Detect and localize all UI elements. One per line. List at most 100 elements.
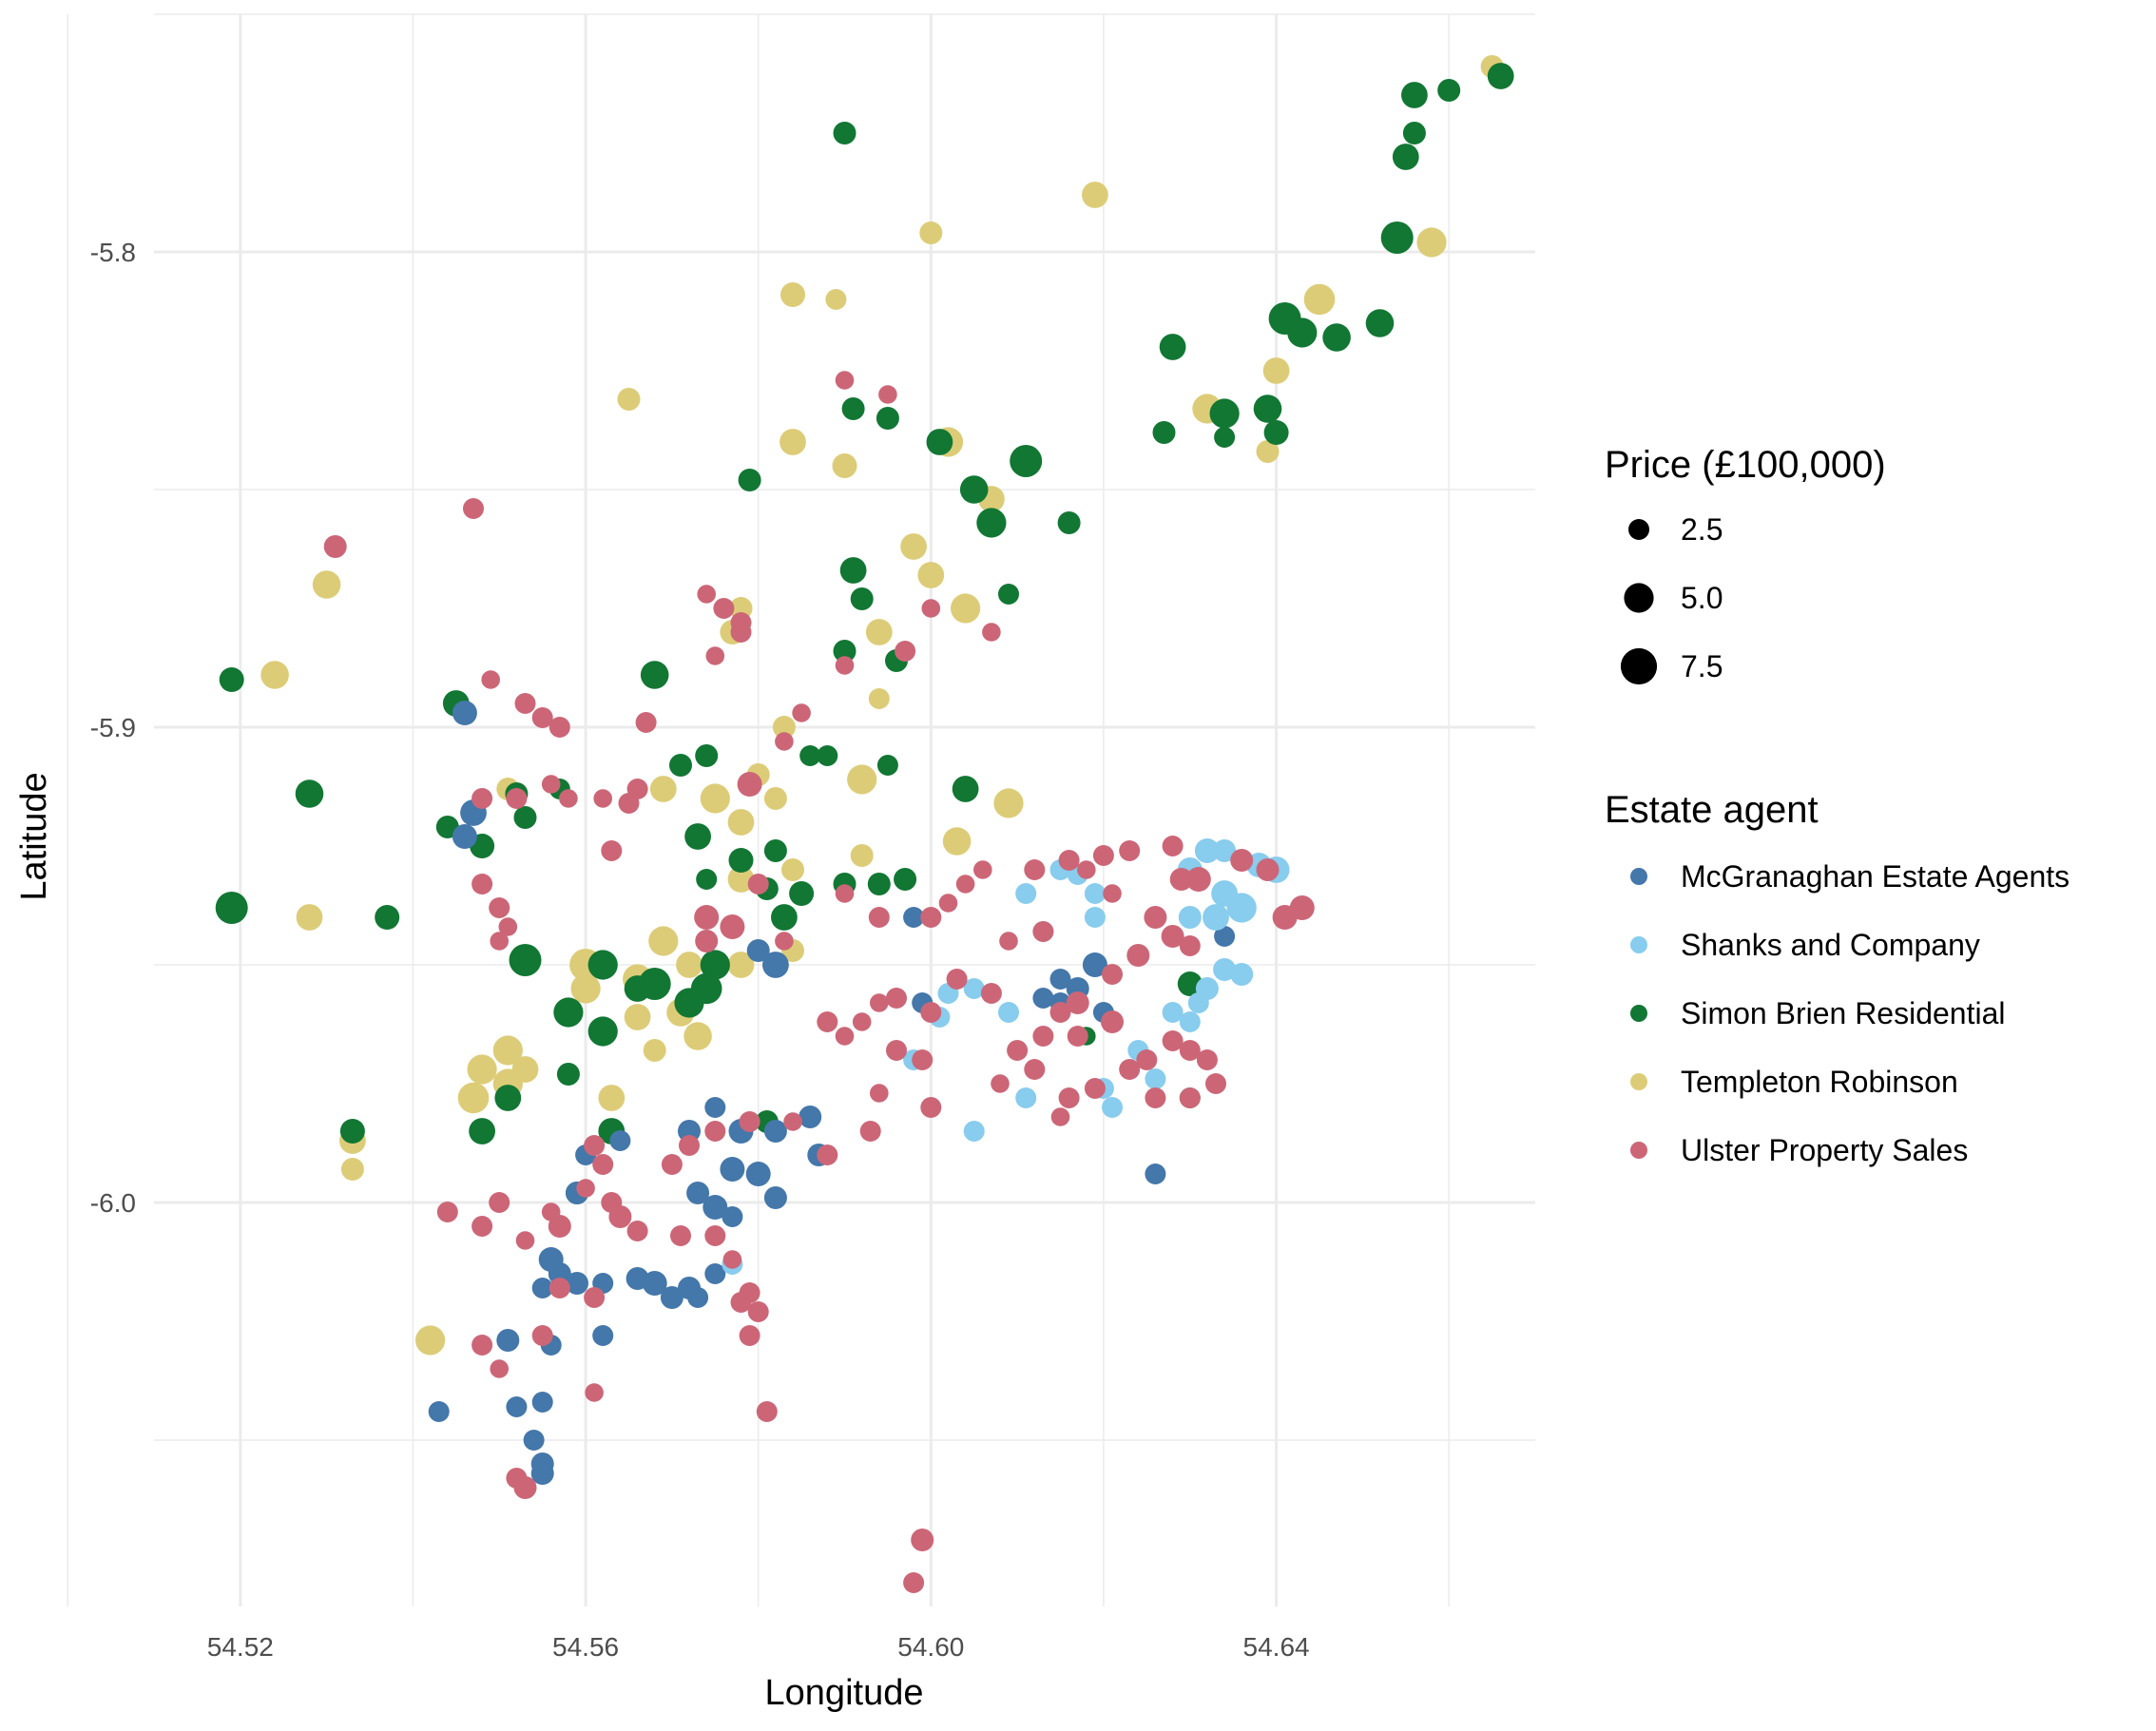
data-point [559,789,578,808]
data-point [1145,1087,1166,1108]
data-point [1015,1087,1037,1108]
data-point [469,1118,495,1144]
data-point [481,670,500,689]
data-point [1209,398,1240,429]
data-point [722,1206,743,1227]
data-point [771,904,798,931]
data-point [1203,904,1229,931]
data-point [1024,1059,1046,1080]
data-point [1230,849,1254,872]
data-point [472,1335,493,1356]
data-point [700,950,730,980]
data-point [1084,883,1106,904]
data-point [695,744,719,767]
data-point [549,717,570,738]
data-point [339,1119,365,1144]
data-point [903,1572,925,1593]
data-point [1050,1107,1070,1126]
data-point [973,860,992,879]
data-point [1084,1078,1106,1099]
data-point [683,1022,712,1050]
data-point [624,1004,651,1030]
data-point [799,1106,822,1128]
data-point [1380,221,1414,254]
data-point [959,475,989,504]
data-point [1102,1097,1123,1118]
data-point [738,469,761,491]
data-point [260,661,289,689]
data-point [219,667,244,692]
size-legend-entries: 2.5 5.0 7.5 [1620,512,1723,685]
size-legend-label: 5.0 [1681,581,1723,615]
data-point [489,897,510,918]
size-legend: Price (£100,000) 2.5 5.0 7.5 [1605,444,1886,685]
data-point [660,1286,683,1309]
data-point [509,944,542,976]
data-point [762,952,789,978]
data-point [472,788,493,809]
color-legend-key [1630,1005,1647,1022]
data-point [991,1074,1010,1093]
data-point [670,1225,691,1246]
data-point [215,892,248,924]
data-point [684,823,711,850]
data-point [1401,82,1428,108]
data-point [587,950,618,980]
data-point [921,599,941,618]
data-point [1032,988,1054,1009]
data-point [1253,394,1282,423]
data-point [1392,144,1419,170]
data-point [295,779,324,808]
data-point [835,1027,855,1046]
data-point [1092,845,1114,866]
y-tick-label: -5.8 [90,238,136,267]
data-point [835,656,855,675]
x-tick-label: 54.56 [552,1632,619,1662]
data-point [375,905,400,930]
panel-grid [67,13,1535,1606]
data-point [648,926,679,956]
color-legend-key [1630,1073,1647,1090]
data-point [886,988,907,1009]
data-point [852,1012,872,1031]
data-point [1213,958,1237,981]
data-point [566,1272,588,1295]
data-point [998,1002,1019,1023]
data-point [727,809,755,836]
x-tick-label: 54.52 [207,1632,274,1662]
data-point [832,453,857,478]
y-tick-label: -6.0 [90,1188,136,1218]
data-point [850,844,874,867]
data-point [720,1157,745,1182]
size-legend-key [1624,583,1654,613]
data-point [415,1325,446,1356]
data-point [1205,1073,1226,1094]
data-point [737,772,762,797]
data-point [1402,122,1426,144]
data-point [703,1195,728,1220]
color-legend-label: Shanks and Company [1681,928,1980,962]
x-axis-title: Longitude [765,1673,924,1713]
data-point [911,1529,934,1551]
data-point [643,1039,666,1062]
data-point [1187,992,1209,1013]
data-point [1256,440,1280,463]
color-legend-label: McGranaghan Estate Agents [1681,859,2069,894]
data-point [976,508,1007,538]
data-point [531,1392,553,1413]
data-point [676,952,703,978]
data-point [1416,227,1447,258]
data-point [556,1063,580,1086]
data-point [340,1158,364,1181]
data-point [323,535,347,558]
data-point [926,429,953,455]
data-point [498,917,518,936]
data-point [490,932,509,951]
data-point [1058,1087,1080,1108]
size-legend-title: Price (£100,000) [1605,444,1886,486]
data-point [946,969,968,990]
data-point [1179,935,1201,956]
data-point [700,783,730,814]
data-point [531,1278,553,1298]
